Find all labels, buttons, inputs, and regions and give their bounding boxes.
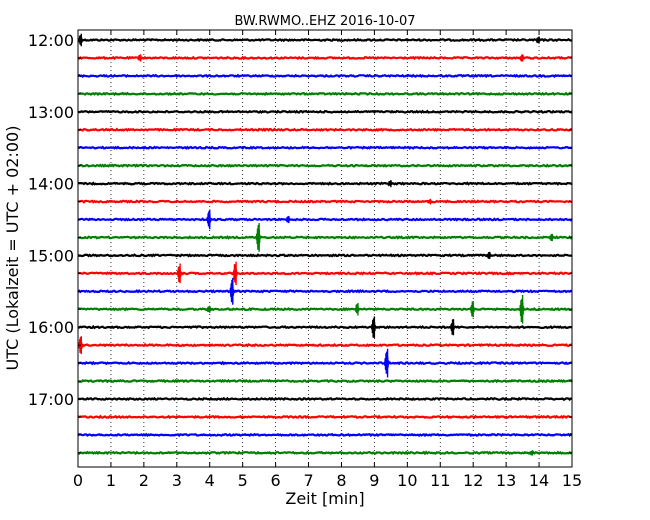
trace-line — [77, 414, 573, 420]
trace-line — [77, 360, 573, 366]
x-tick-label: 6 — [271, 471, 281, 490]
trace-line — [77, 306, 573, 312]
trace-line — [77, 253, 573, 258]
y-tick-label: 12:00 — [28, 31, 74, 50]
trace-line — [77, 73, 573, 79]
trace-line — [77, 342, 573, 348]
trace-line — [77, 37, 573, 43]
trace-line — [77, 289, 573, 294]
x-tick-label: 3 — [172, 471, 182, 490]
x-tick-label: 9 — [369, 471, 379, 490]
x-tick-label: 2 — [139, 471, 149, 490]
trace-line — [77, 271, 573, 276]
x-tick-label: 7 — [303, 471, 313, 490]
y-tick-label: 16:00 — [28, 318, 74, 337]
trace-line — [77, 324, 573, 330]
x-tick-label: 0 — [73, 471, 83, 490]
x-tick-label: 13 — [496, 471, 516, 490]
x-tick-label: 11 — [430, 471, 450, 490]
trace-line — [77, 432, 573, 438]
trace-line — [77, 450, 573, 456]
trace-line — [77, 127, 573, 133]
x-tick-label: 1 — [106, 471, 116, 490]
trace-line — [77, 91, 573, 97]
plot-frame — [77, 29, 573, 468]
grid-lines — [110, 30, 540, 467]
trace-line — [77, 235, 573, 240]
x-tick-label: 4 — [205, 471, 215, 490]
x-tick-label: 15 — [562, 471, 582, 490]
x-tick-label: 10 — [397, 471, 417, 490]
y-tick-label: 13:00 — [28, 103, 74, 122]
y-tick-label: 15:00 — [28, 246, 74, 265]
x-axis: 0 1 2 3 4 5 6 7 8 9 10 11 12 13 14 15 — [73, 30, 582, 490]
y-tick-label: 17:00 — [28, 390, 74, 409]
trace-line — [77, 378, 573, 384]
trace-line — [77, 396, 573, 402]
trace-line — [77, 199, 573, 204]
x-tick-label: 5 — [238, 471, 248, 490]
chart-title: BW.RWMO..EHZ 2016-10-07 — [234, 14, 415, 29]
x-axis-label: Zeit [min] — [285, 489, 364, 508]
trace-group — [77, 33, 573, 456]
trace-line — [77, 55, 572, 61]
trace-line — [77, 217, 573, 222]
trace-line — [77, 145, 573, 150]
x-tick-label: 12 — [463, 471, 483, 490]
y-axis: 12:00 13:00 14:00 15:00 16:00 17:00 — [28, 31, 572, 454]
y-tick-label: 14:00 — [28, 175, 74, 194]
trace-line — [77, 181, 573, 186]
trace-line — [77, 109, 573, 114]
x-tick-label: 14 — [529, 471, 549, 490]
trace-line — [77, 163, 573, 168]
y-axis-label: UTC (Lokalzeit = UTC + 02:00) — [3, 126, 22, 371]
x-tick-label: 8 — [336, 471, 346, 490]
